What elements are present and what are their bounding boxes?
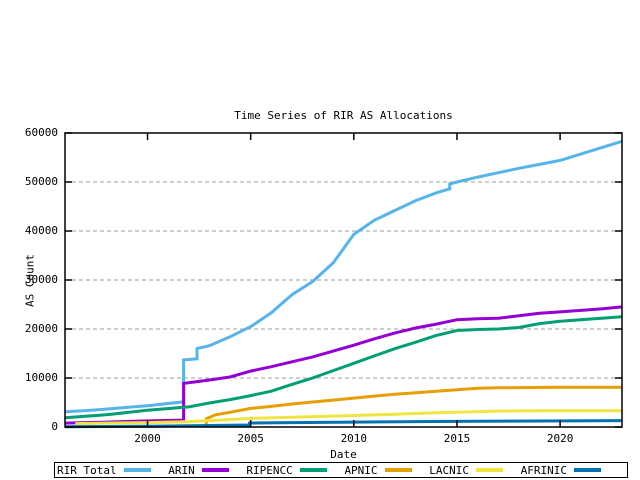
legend-swatch [384, 468, 412, 472]
legend-item-rir-total: RIR Total [57, 464, 151, 477]
x-axis-label: Date [330, 448, 357, 461]
y-tick-label: 10000 [24, 371, 58, 384]
legend-swatch [573, 468, 601, 472]
legend-label: ARIN [168, 463, 195, 477]
series-line-lacnic [75, 409, 622, 426]
legend-label: AFRINIC [520, 463, 567, 477]
y-tick-label: 50000 [24, 175, 58, 188]
series-line-afrinic [64, 419, 623, 429]
x-tick-label: 2010 [340, 432, 368, 445]
series-line-rir-total [64, 139, 623, 414]
legend-label: LACNIC [429, 463, 469, 477]
legend-label: APNIC [344, 463, 378, 477]
x-tick-label: 2020 [546, 432, 574, 445]
legend-item-arin: ARIN [168, 464, 229, 477]
legend-swatch [475, 468, 503, 472]
y-tick-label: 30000 [24, 273, 58, 286]
x-tick-label: 2015 [443, 432, 471, 445]
legend-swatch [299, 468, 327, 472]
y-tick-label: 20000 [24, 322, 58, 335]
y-tick-label: 60000 [24, 126, 58, 139]
plot-border [64, 132, 623, 428]
legend-swatch [201, 468, 229, 472]
legend-item-ripencc: RIPENCC [246, 463, 327, 477]
x-tick-label: 2000 [134, 432, 161, 445]
legend-swatch [123, 468, 151, 472]
legend-item-lacnic: LACNIC [429, 464, 503, 477]
y-tick-label: 0 [51, 420, 58, 433]
series-line-apnic [204, 385, 622, 427]
legend-item-afrinic: AFRINIC [521, 464, 601, 477]
series-line-ripencc [64, 315, 623, 420]
y-tick-label: 40000 [24, 224, 58, 237]
chart-title: Time Series of RIR AS Allocations [234, 109, 453, 122]
legend: RIR Total ARIN RIPENCC APNIC LACNIC AFRINIC [54, 462, 628, 478]
legend-item-apnic: APNIC [344, 463, 412, 477]
legend-label: RIPENCC [246, 463, 293, 477]
x-tick-label: 2005 [237, 432, 264, 445]
series-line-arin [64, 305, 623, 425]
legend-label: RIR Total [57, 463, 117, 477]
